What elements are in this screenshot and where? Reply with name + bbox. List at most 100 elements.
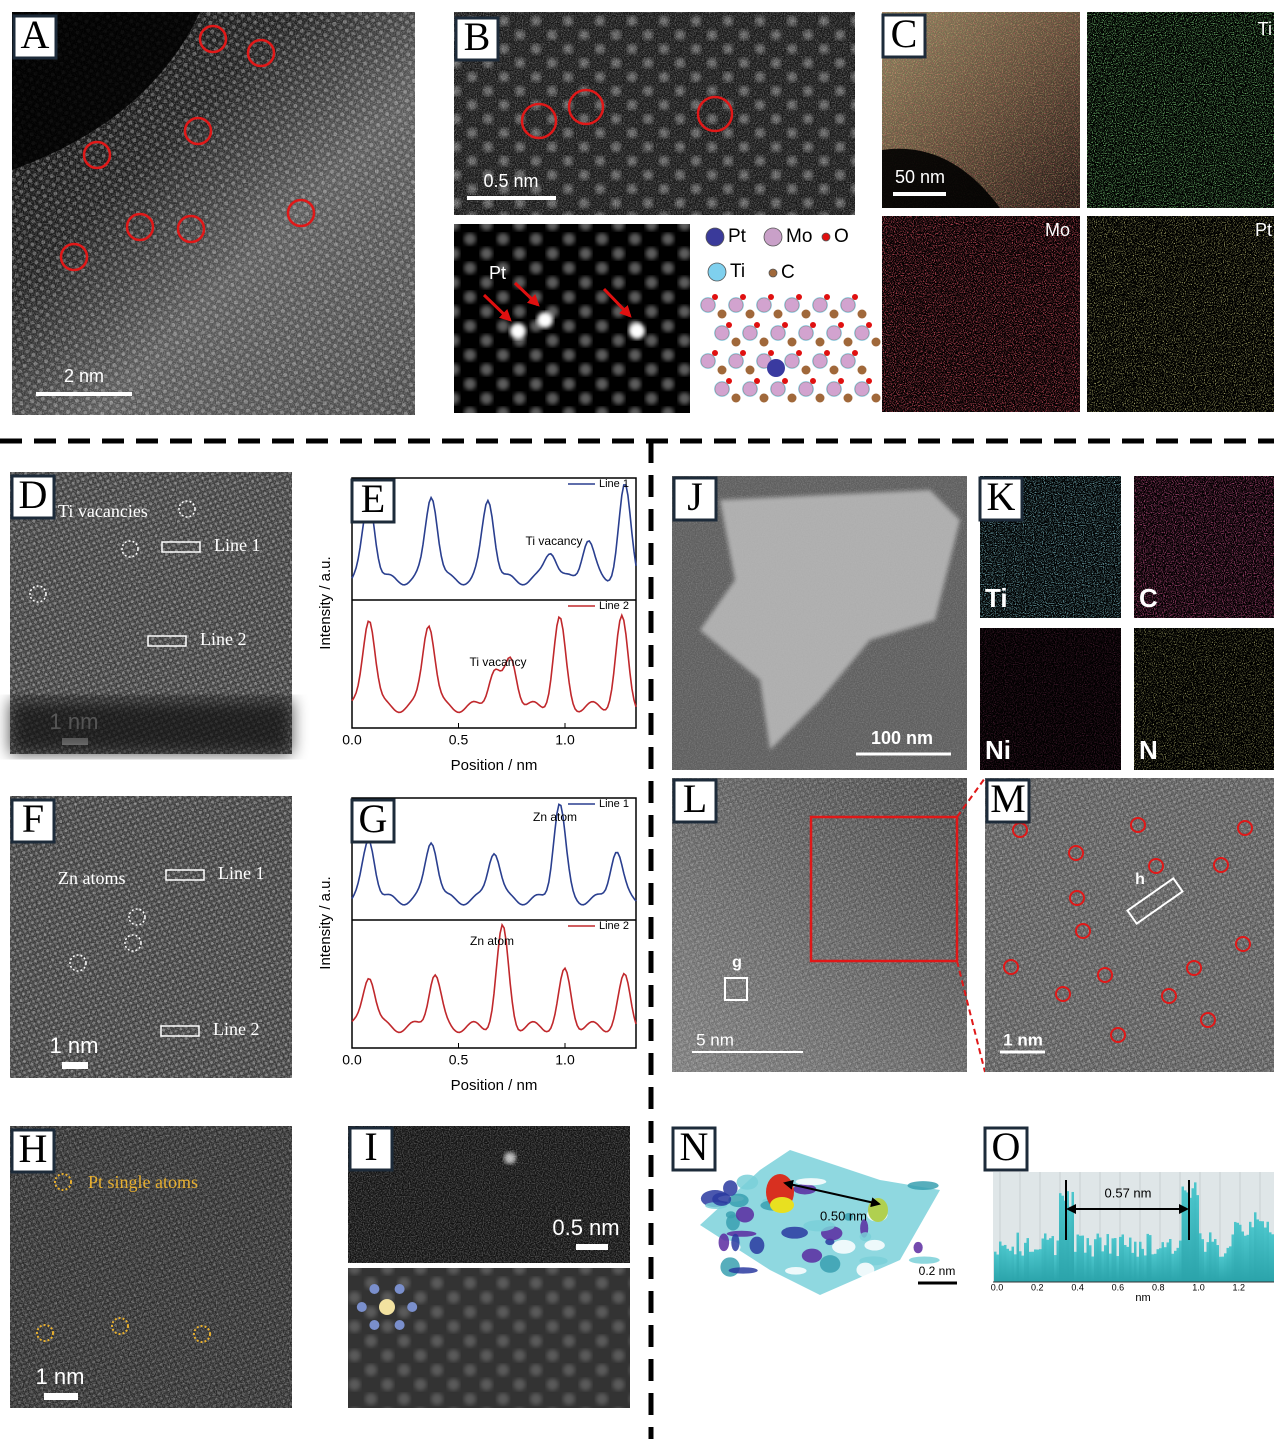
profile-bar — [997, 1255, 1000, 1282]
model-atom — [813, 298, 827, 312]
legend-label: C — [781, 262, 795, 283]
surface-patch — [781, 1227, 808, 1239]
profile-bar — [1134, 1242, 1137, 1282]
model-atom — [729, 354, 743, 368]
annotation: Zn atom — [533, 810, 577, 824]
profile-bar — [1159, 1248, 1162, 1282]
profile-bar — [1184, 1190, 1187, 1282]
legend-label: Pt — [728, 226, 747, 247]
model-atom — [729, 298, 743, 312]
profile-bar — [1137, 1257, 1140, 1282]
profile-bar — [1027, 1238, 1030, 1282]
profile-bar — [1217, 1245, 1220, 1282]
surface-patch — [750, 1237, 765, 1254]
profile-bar — [1119, 1237, 1122, 1282]
surface-patch — [914, 1242, 923, 1253]
x-tick-label: 0.2 — [1031, 1282, 1044, 1292]
profile-bar — [1147, 1234, 1150, 1282]
annotation: Line 1 — [218, 863, 265, 883]
profile-bar — [1057, 1241, 1060, 1282]
legend-swatch — [769, 269, 777, 277]
legend-swatch — [822, 233, 830, 241]
lattice — [348, 1268, 630, 1408]
profile-bar — [1262, 1221, 1265, 1282]
legend-label: Line 1 — [599, 798, 629, 810]
model-atom — [785, 354, 799, 368]
surface-patch — [856, 1263, 874, 1277]
profile-bar — [1089, 1245, 1092, 1282]
model-atom — [718, 310, 727, 319]
scale-label: 50 nm — [895, 167, 945, 187]
panel-label: N — [680, 1124, 709, 1169]
legend-swatch — [706, 228, 724, 246]
profile-bar — [1059, 1193, 1062, 1282]
image-noise — [1087, 12, 1274, 208]
profile-bar — [1019, 1251, 1022, 1282]
legend-label: Ti — [730, 261, 745, 282]
profile-bar — [1129, 1238, 1132, 1282]
model-atom — [740, 350, 746, 356]
x-tick-label: 0.6 — [1112, 1282, 1125, 1292]
legend-label: O — [834, 226, 849, 247]
model-atom — [824, 294, 830, 300]
scale-label: 0.2 nm — [919, 1264, 956, 1278]
profile-bar — [1124, 1245, 1127, 1282]
panel-label: D — [19, 472, 48, 517]
profile-bar — [1252, 1227, 1255, 1282]
profile-bar — [1174, 1251, 1177, 1282]
profile-bar — [1049, 1238, 1052, 1282]
panel-label: F — [22, 796, 44, 841]
profile-bar — [1254, 1212, 1257, 1282]
profile-bar — [1207, 1242, 1210, 1282]
model-atom — [788, 394, 797, 403]
model-atom — [746, 310, 755, 319]
image-noise — [882, 216, 1080, 412]
pt-atom — [629, 323, 645, 339]
profile-bar — [1269, 1232, 1272, 1282]
model-atom — [816, 394, 825, 403]
profile-bar — [1042, 1238, 1045, 1282]
image-noise — [1087, 216, 1274, 412]
model-atom — [799, 326, 813, 340]
model-atom — [802, 366, 811, 375]
x-tick-label: 1.0 — [555, 1052, 575, 1068]
profile-bar — [1117, 1256, 1120, 1282]
annotation: 0.50 nm — [820, 1208, 867, 1223]
x-tick-label: 0.5 — [449, 732, 469, 748]
model-atom — [827, 382, 841, 396]
surface-patch — [726, 1211, 736, 1218]
profile-bar — [1244, 1236, 1247, 1282]
model-atom — [813, 354, 827, 368]
profile-bar — [1197, 1195, 1200, 1282]
model-atom — [830, 310, 839, 319]
scale-label: 1 nm — [50, 1033, 99, 1058]
panel-label: L — [683, 776, 707, 821]
profile-bar — [1077, 1235, 1080, 1282]
profile-bar — [1072, 1192, 1075, 1282]
scale-label: 5 nm — [696, 1030, 734, 1049]
model-atom — [715, 382, 729, 396]
profile-bar — [1092, 1257, 1095, 1282]
surface-patch — [729, 1267, 758, 1273]
model-atom — [844, 394, 853, 403]
profile-bar — [1082, 1236, 1085, 1282]
model-atom — [841, 298, 855, 312]
panel-label: O — [992, 1124, 1021, 1169]
pt-atom — [510, 323, 526, 339]
x-tick-label: 1.2 — [1233, 1282, 1246, 1292]
model-atom — [754, 322, 760, 328]
profile-bar — [1267, 1222, 1270, 1282]
model-atom — [858, 310, 867, 319]
profile-bar — [1199, 1233, 1202, 1282]
profile-bar — [1214, 1239, 1217, 1282]
legend-swatch — [764, 228, 782, 246]
map-label: C — [1139, 583, 1158, 613]
model-atom — [760, 338, 769, 347]
panel-label: G — [359, 796, 388, 841]
profile-bar — [1142, 1249, 1145, 1282]
model-atom — [701, 298, 715, 312]
model-atom — [858, 366, 867, 375]
annotation: Ti vacancies — [58, 501, 148, 521]
annotation: 0.57 nm — [1105, 1185, 1152, 1200]
profile-bar — [1164, 1247, 1167, 1282]
